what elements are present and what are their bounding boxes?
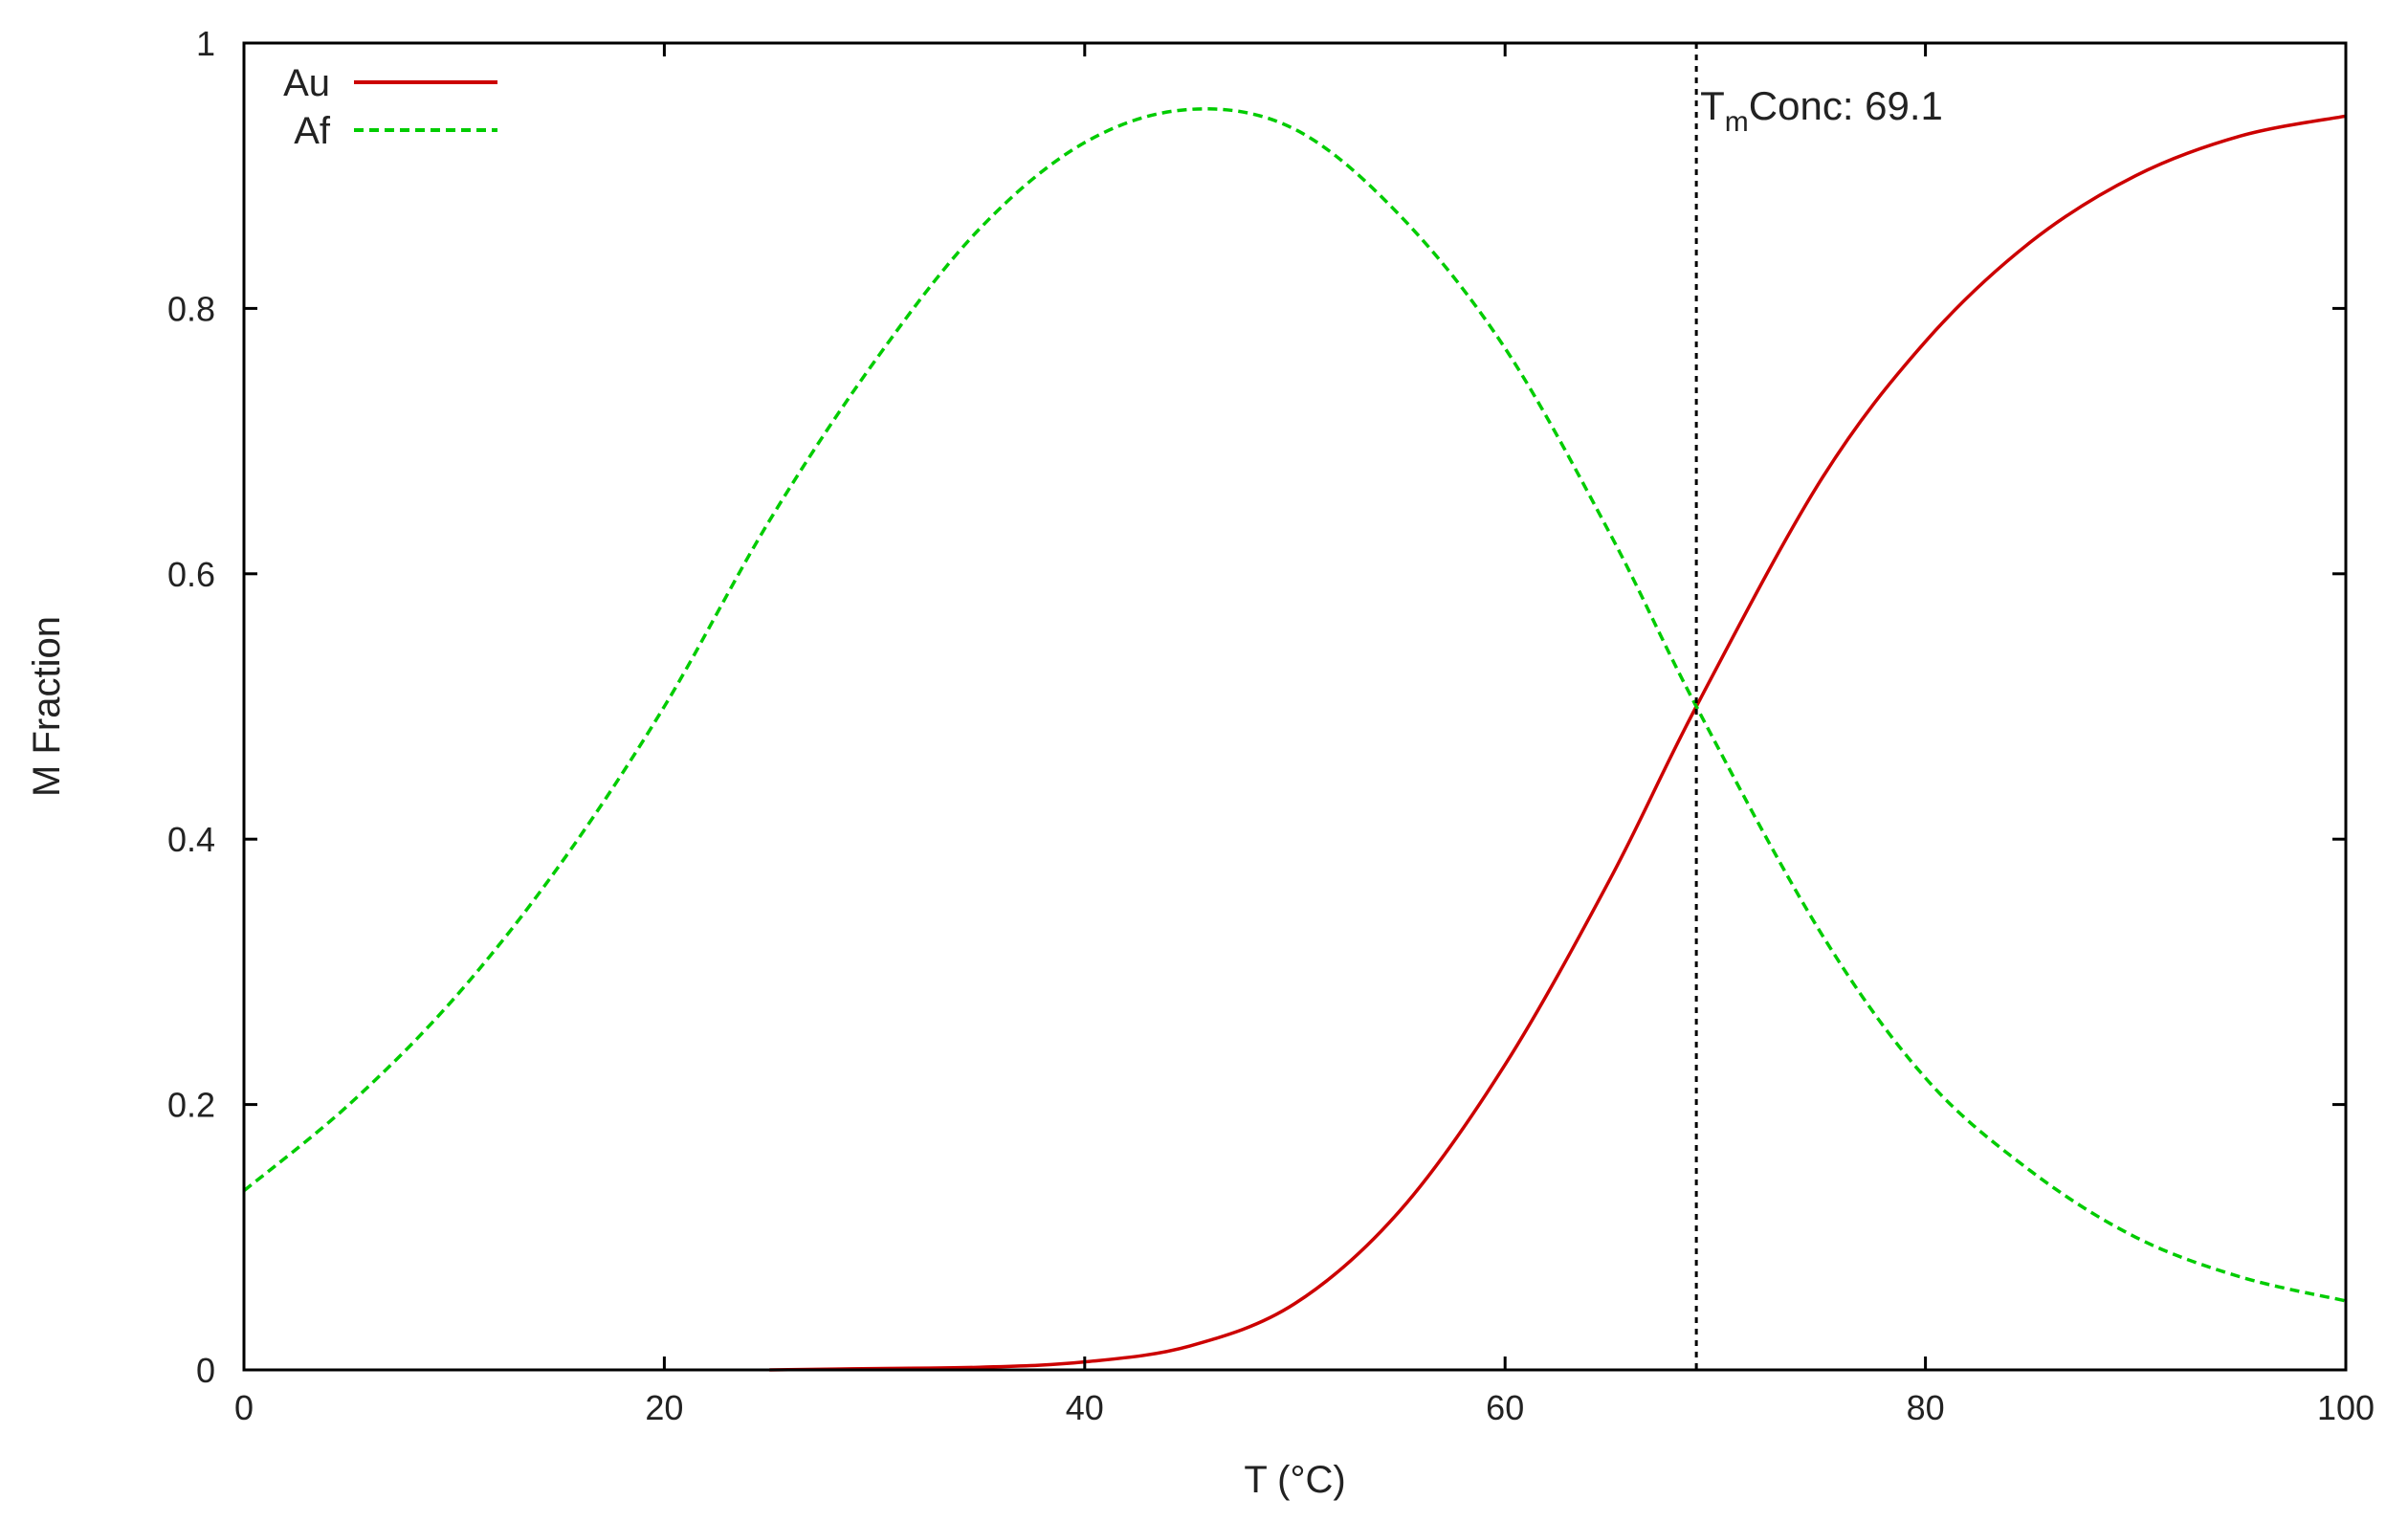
y-tick-label: 0.4 bbox=[167, 820, 215, 859]
x-tick-label: 100 bbox=[2317, 1388, 2375, 1427]
y-axis-label: M Fraction bbox=[26, 616, 68, 797]
legend: Au Af bbox=[283, 62, 497, 152]
legend-label-af: Af bbox=[294, 110, 331, 152]
series-line-au bbox=[769, 114, 2347, 1372]
y-tick-label: 1 bbox=[196, 24, 215, 63]
x-axis-label: T (°C) bbox=[1244, 1459, 1345, 1501]
tm-annotation-sub: m bbox=[1725, 106, 1749, 138]
y-tick-label: 0.2 bbox=[167, 1086, 215, 1125]
x-tick-label: 0 bbox=[234, 1388, 254, 1427]
series-line-af bbox=[242, 107, 2347, 1303]
y-tick-label: 0.6 bbox=[167, 555, 215, 594]
y-tick-label: 0.8 bbox=[167, 289, 215, 328]
plot-frame bbox=[242, 41, 2348, 1372]
y-tick-label: 0 bbox=[196, 1351, 215, 1390]
x-tick-label: 40 bbox=[1066, 1388, 1104, 1427]
tm-annotation-label: TmConc: 69.1 bbox=[1700, 83, 1943, 138]
legend-label-au: Au bbox=[283, 62, 330, 104]
plot-area bbox=[242, 43, 2347, 1372]
x-tick-label: 20 bbox=[645, 1388, 683, 1427]
tm-annotation-rest: Conc: 69.1 bbox=[1749, 83, 1943, 128]
x-tick-label: 60 bbox=[1486, 1388, 1524, 1427]
x-tick-label: 80 bbox=[1907, 1388, 1945, 1427]
tm-annotation-main: T bbox=[1700, 83, 1725, 128]
axes: 0 20 40 60 80 100 0 0.2 0.4 0.6 0.8 1 bbox=[167, 24, 2375, 1427]
